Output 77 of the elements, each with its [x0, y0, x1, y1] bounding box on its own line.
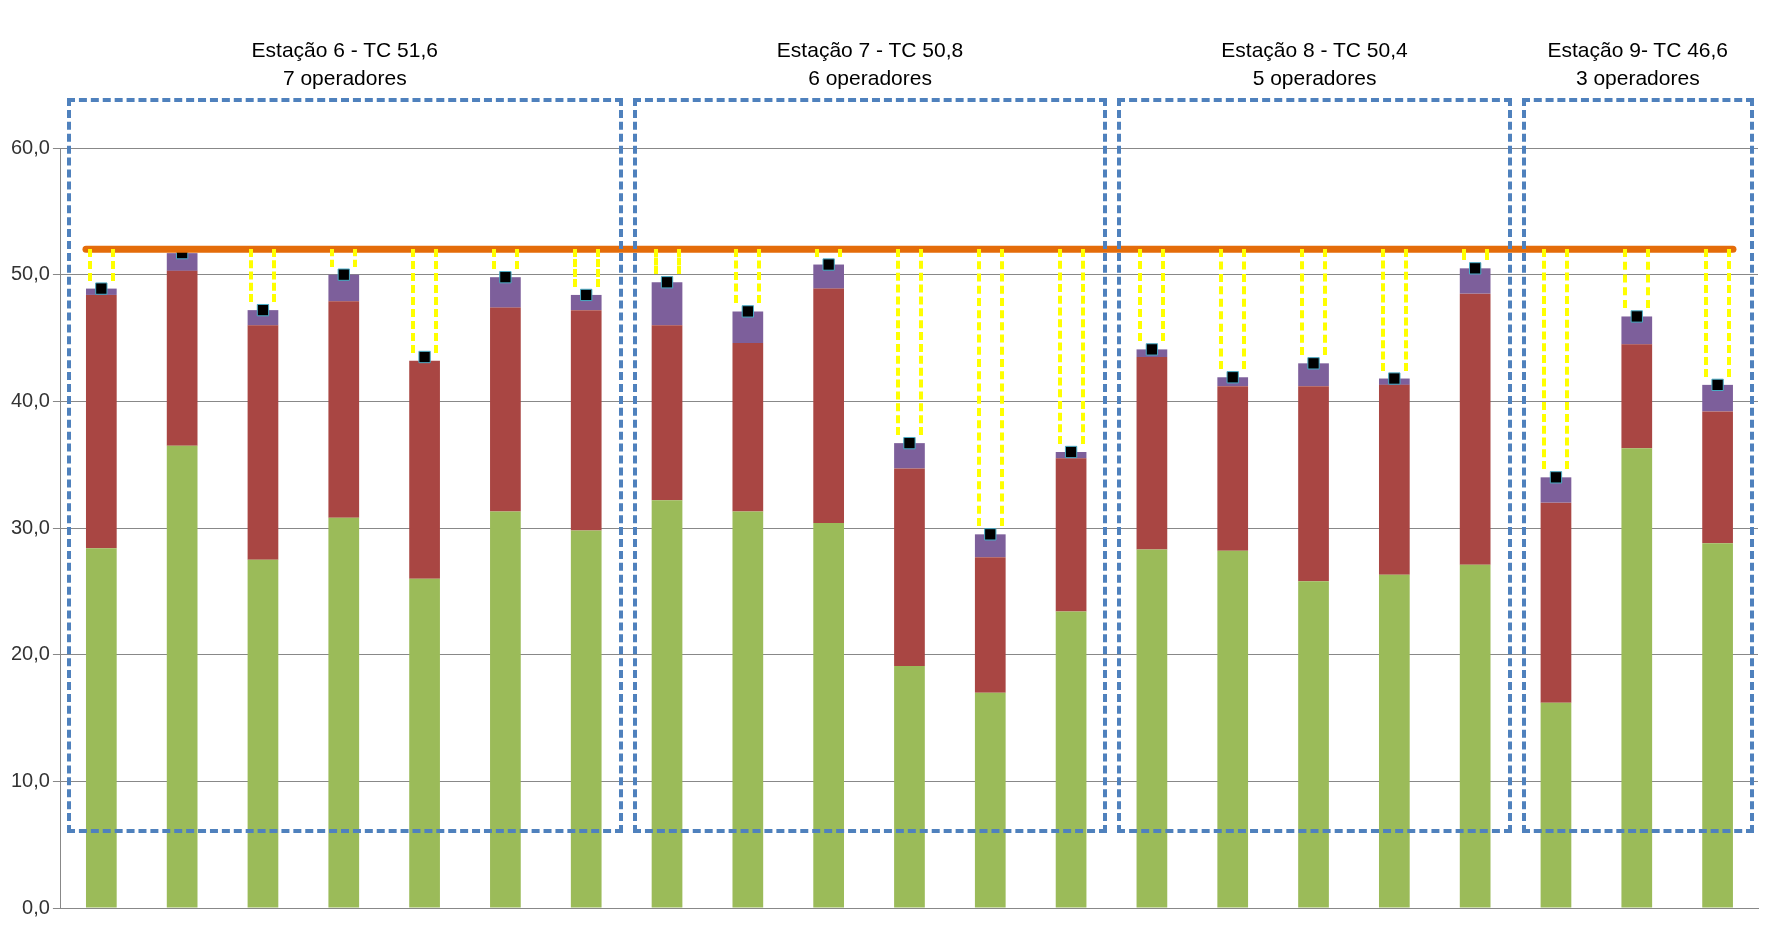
y-tick-label: 20,0 — [10, 642, 50, 665]
bar — [974, 557, 1006, 693]
y-tick-label: 40,0 — [10, 388, 50, 411]
point — [903, 436, 916, 450]
bar — [1621, 344, 1653, 449]
bar — [490, 511, 521, 908]
bar — [1459, 293, 1491, 565]
point — [984, 528, 997, 541]
bar — [85, 548, 117, 908]
bar — [1540, 702, 1572, 908]
bar — [974, 692, 1006, 908]
point — [1630, 310, 1643, 323]
point — [1469, 262, 1482, 275]
bar — [1702, 543, 1733, 908]
bar — [732, 511, 764, 908]
bar — [1702, 411, 1733, 544]
point — [337, 268, 350, 281]
bar — [732, 343, 764, 512]
bar — [1055, 611, 1087, 908]
point — [256, 303, 270, 317]
point — [499, 271, 512, 284]
bar — [328, 517, 360, 908]
point — [1711, 378, 1724, 392]
bar — [490, 277, 521, 308]
bar — [894, 468, 925, 667]
bar — [1136, 549, 1168, 908]
y-tick-label: 0,0 — [22, 895, 50, 918]
bar — [570, 530, 602, 908]
point — [741, 305, 754, 318]
bar — [166, 445, 198, 908]
bar — [894, 666, 925, 908]
bar — [1378, 574, 1410, 908]
text: Estação 6 - TC 51,6 7 operadores — [250, 37, 439, 91]
bar — [1298, 581, 1329, 908]
bar — [247, 325, 279, 560]
text: Estação 8 - TC 50,4 5 operadores — [1220, 37, 1409, 91]
bar — [85, 294, 117, 549]
bar — [732, 311, 764, 344]
point — [1549, 471, 1563, 484]
bar — [247, 559, 279, 908]
y-tick-label: 50,0 — [10, 262, 50, 285]
bar — [1459, 564, 1491, 908]
bar — [1217, 550, 1249, 908]
y-tick-label: 60,0 — [10, 135, 50, 158]
bar — [651, 500, 683, 908]
bar — [813, 522, 844, 908]
bar — [1621, 448, 1653, 908]
bar — [651, 282, 683, 326]
bar — [166, 270, 198, 446]
bar — [813, 288, 844, 523]
point — [418, 350, 431, 364]
point — [1226, 371, 1239, 384]
bar — [409, 360, 440, 579]
bar — [894, 443, 925, 469]
bar — [570, 310, 602, 531]
text: Estação 7 - TC 50,8 6 operadores — [775, 37, 965, 91]
point — [1388, 372, 1401, 385]
bar — [1378, 384, 1410, 575]
bar — [1136, 357, 1168, 550]
y-tick-label: 30,0 — [10, 515, 50, 538]
point — [1145, 343, 1159, 356]
bar — [1055, 458, 1087, 612]
bar — [328, 301, 360, 518]
point — [822, 258, 835, 271]
point — [1307, 357, 1320, 370]
bar — [1540, 502, 1572, 703]
bar — [1298, 386, 1329, 582]
y-tick-label: 10,0 — [10, 768, 50, 791]
bar — [490, 307, 521, 512]
bar — [409, 578, 440, 908]
point — [1064, 445, 1078, 459]
bar — [1217, 386, 1249, 551]
point — [660, 276, 674, 289]
text: Estação 9- TC 46,6 3 operadores — [1546, 37, 1730, 91]
bar — [651, 325, 683, 501]
point — [580, 288, 593, 302]
point — [95, 282, 108, 295]
